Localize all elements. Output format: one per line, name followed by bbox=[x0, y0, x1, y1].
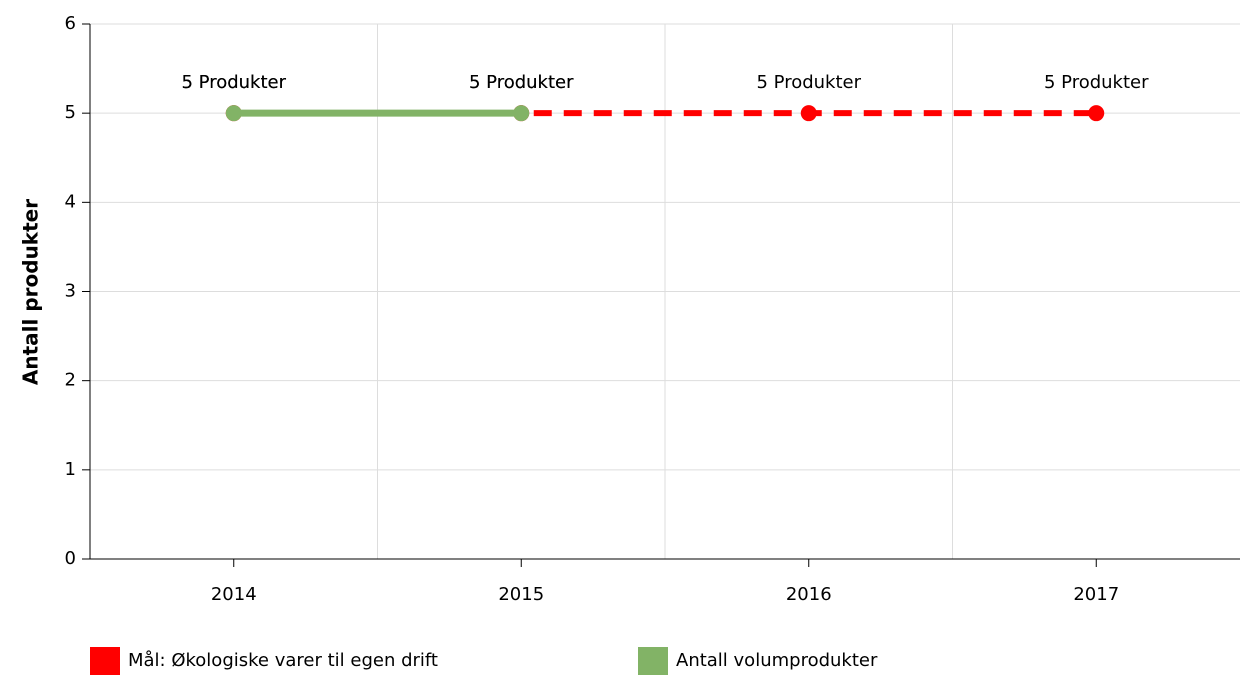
data-label: 5 Produkter bbox=[1044, 72, 1149, 93]
point bbox=[225, 105, 242, 122]
y-axis-label: Antall produkter bbox=[19, 199, 43, 385]
point bbox=[800, 105, 817, 122]
legend-label: Antall volumprodukter bbox=[676, 650, 878, 671]
y-tick-label: 4 bbox=[65, 191, 76, 212]
point bbox=[1088, 105, 1105, 122]
y-tick-label: 0 bbox=[65, 548, 76, 569]
legend-swatch bbox=[638, 647, 668, 675]
legend-label: Mål: Økologiske varer til egen drift bbox=[128, 650, 438, 671]
data-label: 5 Produkter bbox=[181, 72, 286, 93]
x-tick-label: 2017 bbox=[1073, 584, 1119, 605]
data-label: 5 Produkter bbox=[469, 72, 574, 93]
data-label: 5 Produkter bbox=[469, 72, 574, 93]
y-tick-label: 1 bbox=[65, 459, 76, 480]
x-tick-label: 2014 bbox=[211, 584, 257, 605]
x-tick-label: 2016 bbox=[786, 584, 832, 605]
y-tick-label: 6 bbox=[65, 13, 76, 34]
legend-swatch bbox=[90, 647, 120, 675]
data-label: 5 Produkter bbox=[181, 72, 286, 93]
y-tick-label: 5 bbox=[65, 102, 76, 123]
x-tick-label: 2015 bbox=[498, 584, 544, 605]
data-label: 5 Produkter bbox=[756, 72, 861, 93]
y-tick-label: 2 bbox=[65, 370, 76, 391]
point bbox=[513, 105, 530, 122]
y-tick-label: 3 bbox=[65, 281, 76, 302]
